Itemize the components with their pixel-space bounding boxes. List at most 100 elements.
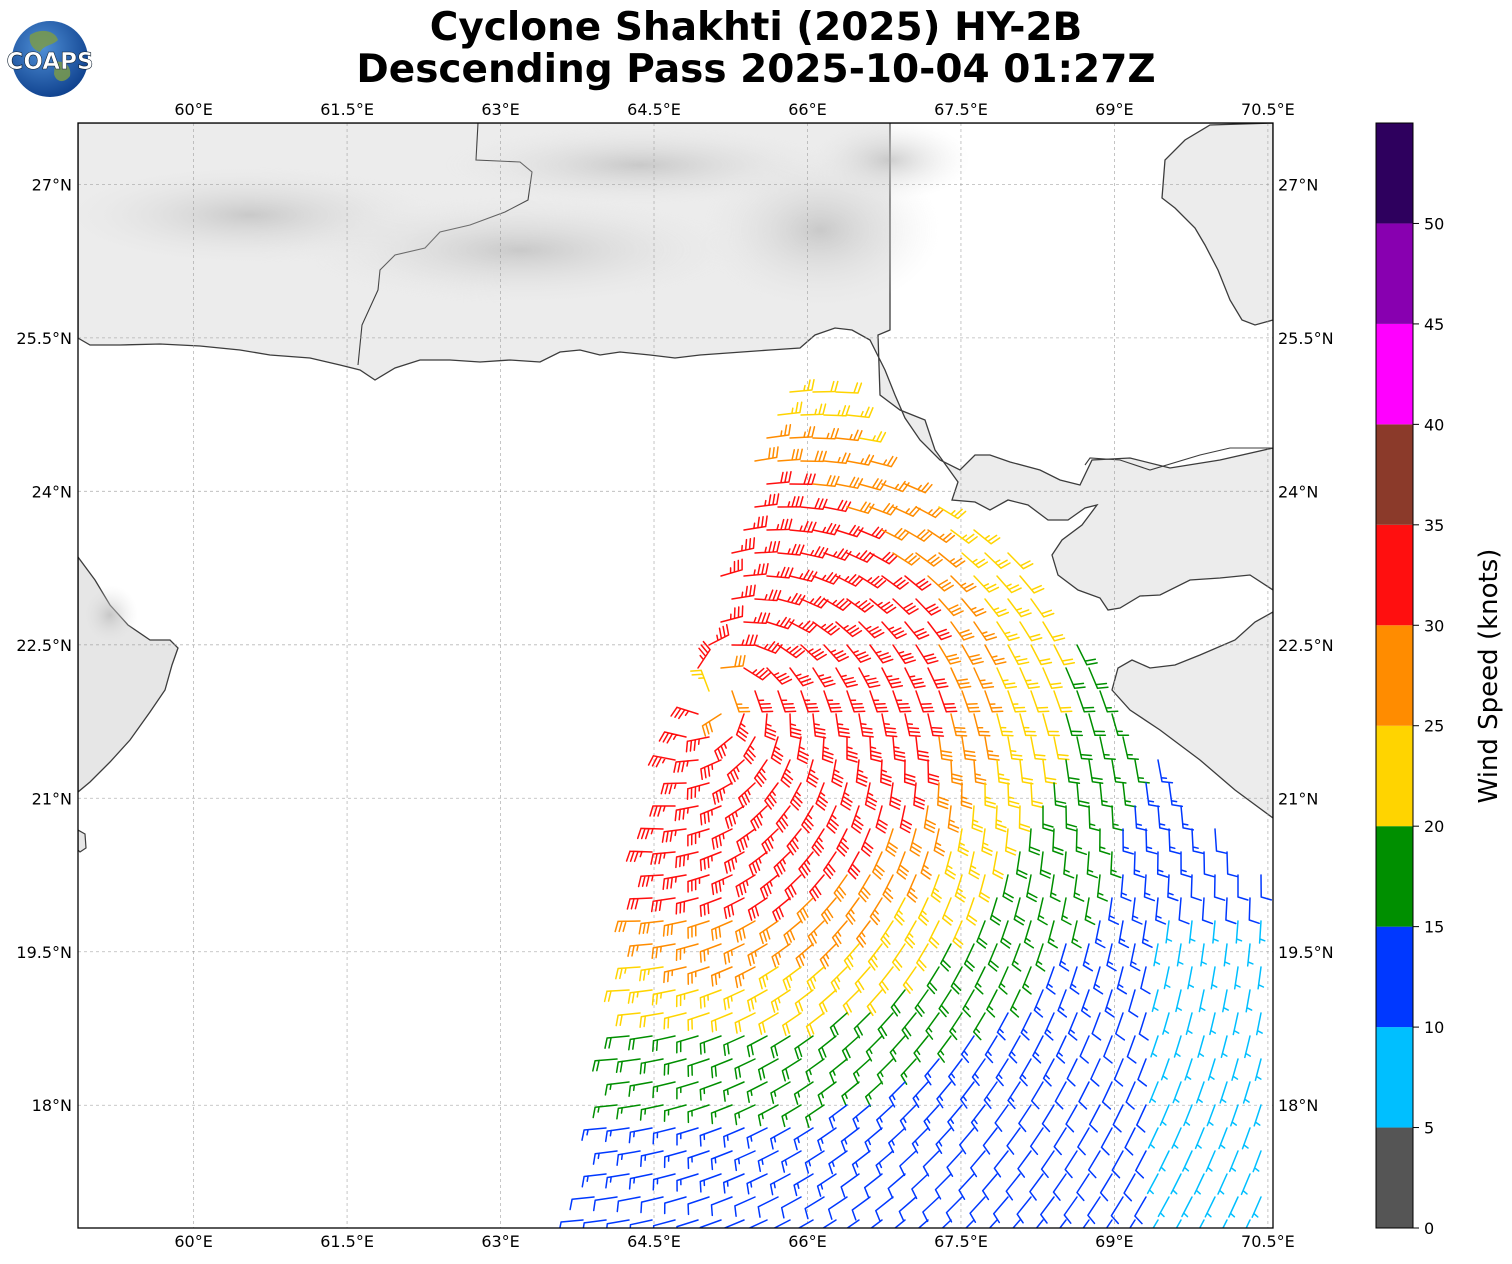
wind-barb — [822, 851, 837, 880]
wind-barb — [915, 644, 939, 665]
wind-barb — [724, 805, 745, 829]
wind-barb — [1185, 1012, 1193, 1036]
wind-barb — [851, 1196, 871, 1221]
wind-barb — [764, 782, 779, 810]
wind-barb — [815, 782, 828, 811]
wind-barb — [965, 897, 978, 926]
wind-barb — [1251, 1196, 1262, 1218]
wind-barb — [746, 1035, 768, 1058]
y-tick-label-right: 21°N — [1278, 789, 1318, 808]
x-tick-label-top: 69°E — [1095, 100, 1133, 119]
wind-barb — [1065, 713, 1084, 737]
wind-barb — [1210, 966, 1218, 990]
wind-barb — [869, 736, 882, 763]
wind-barb — [812, 713, 827, 739]
wind-barb — [841, 1035, 860, 1061]
wind-barb — [1082, 1219, 1090, 1228]
wind-barb — [782, 1012, 802, 1037]
wind-barb — [927, 713, 945, 737]
wind-barb — [836, 828, 849, 857]
wind-barb — [885, 828, 898, 857]
wind-barb — [930, 874, 942, 903]
wind-barb — [675, 943, 699, 962]
y-axis-ticks: 27°N 27°N 25.5°N 25.5°N 24°N 24°N 22.5°N 22.5°N… — [16, 175, 1333, 1115]
wind-barb — [736, 828, 756, 853]
wind-barb — [987, 943, 999, 972]
wind-barb — [1088, 1104, 1101, 1133]
wind-barb — [858, 575, 887, 589]
wind-barb — [686, 782, 710, 800]
wind-barb — [1099, 828, 1111, 855]
wind-barb — [950, 759, 964, 786]
wind-barb — [722, 1173, 745, 1194]
wind-barb — [770, 736, 784, 765]
wind-barb — [1007, 644, 1030, 666]
chart-title: Cyclone Shakhti (2025) HY-2B — [429, 5, 1083, 50]
wind-barb — [878, 966, 894, 994]
wind-barb — [1007, 1081, 1021, 1110]
wind-barb — [1112, 1104, 1124, 1133]
wind-barb — [1133, 851, 1145, 879]
wind-barb — [972, 1012, 986, 1041]
wind-barb — [959, 1127, 975, 1155]
wind-barb — [940, 943, 952, 972]
wind-barb — [961, 736, 977, 761]
x-tick-label-bottom: 64.5°E — [627, 1232, 681, 1251]
wind-barb — [639, 1104, 664, 1121]
wind-barb — [777, 496, 804, 508]
wind-barb — [604, 1081, 630, 1096]
wind-barb — [649, 805, 676, 817]
wind-barb — [1053, 782, 1067, 808]
wind-barb — [950, 529, 978, 544]
wind-barb — [984, 598, 1010, 618]
wind-barb — [944, 851, 956, 880]
wind-barb — [723, 897, 745, 920]
wind-barb — [652, 1127, 676, 1145]
wind-barb — [1201, 897, 1214, 925]
wind-barb — [976, 920, 988, 949]
wind-barb — [699, 1081, 722, 1101]
colorbar-tick-label: 0 — [1424, 1219, 1434, 1238]
wind-barb — [950, 621, 975, 641]
wind-barb — [1120, 874, 1132, 902]
wind-barb — [858, 431, 887, 443]
wind-barb — [1037, 897, 1048, 926]
wind-barb — [899, 1150, 917, 1177]
wind-barb — [1207, 1058, 1216, 1081]
wind-barb — [867, 943, 883, 971]
wind-barb — [800, 690, 820, 713]
wind-barb — [827, 1196, 848, 1220]
wind-barb — [829, 1058, 848, 1084]
coaps-logo: COAPS — [6, 21, 94, 97]
wind-barb — [937, 1035, 952, 1063]
wind-barb — [1009, 989, 1021, 1018]
wind-barb — [784, 874, 802, 901]
wind-barb — [1032, 1035, 1044, 1064]
wind-barb — [1099, 782, 1114, 808]
wind-barb — [1053, 1127, 1067, 1156]
wind-barb — [1035, 943, 1046, 972]
wind-barb — [1231, 1058, 1239, 1081]
wind-barb — [971, 805, 983, 833]
wind-barb — [1162, 1012, 1170, 1035]
wind-barb — [1099, 1173, 1113, 1202]
wind-barb — [1129, 943, 1141, 972]
logo-text: COAPS — [6, 49, 93, 75]
wind-barb — [835, 382, 863, 394]
wind-barb — [949, 1012, 963, 1041]
wind-barb — [757, 1150, 779, 1173]
wind-barb — [881, 621, 907, 640]
wind-barb — [581, 1127, 607, 1141]
wind-barb — [938, 644, 962, 665]
wind-barb — [592, 1150, 618, 1165]
wind-barb — [1257, 966, 1265, 990]
wind-barb — [1030, 782, 1044, 809]
x-tick-label-bottom: 67.5°E — [934, 1232, 988, 1251]
wind-barb — [701, 713, 722, 737]
wind-barb — [723, 943, 745, 965]
wind-barb — [1075, 828, 1088, 856]
wind-barb — [881, 713, 898, 738]
wind-barb — [1170, 1173, 1182, 1195]
wind-barb — [800, 497, 828, 510]
wind-barb — [938, 736, 953, 762]
